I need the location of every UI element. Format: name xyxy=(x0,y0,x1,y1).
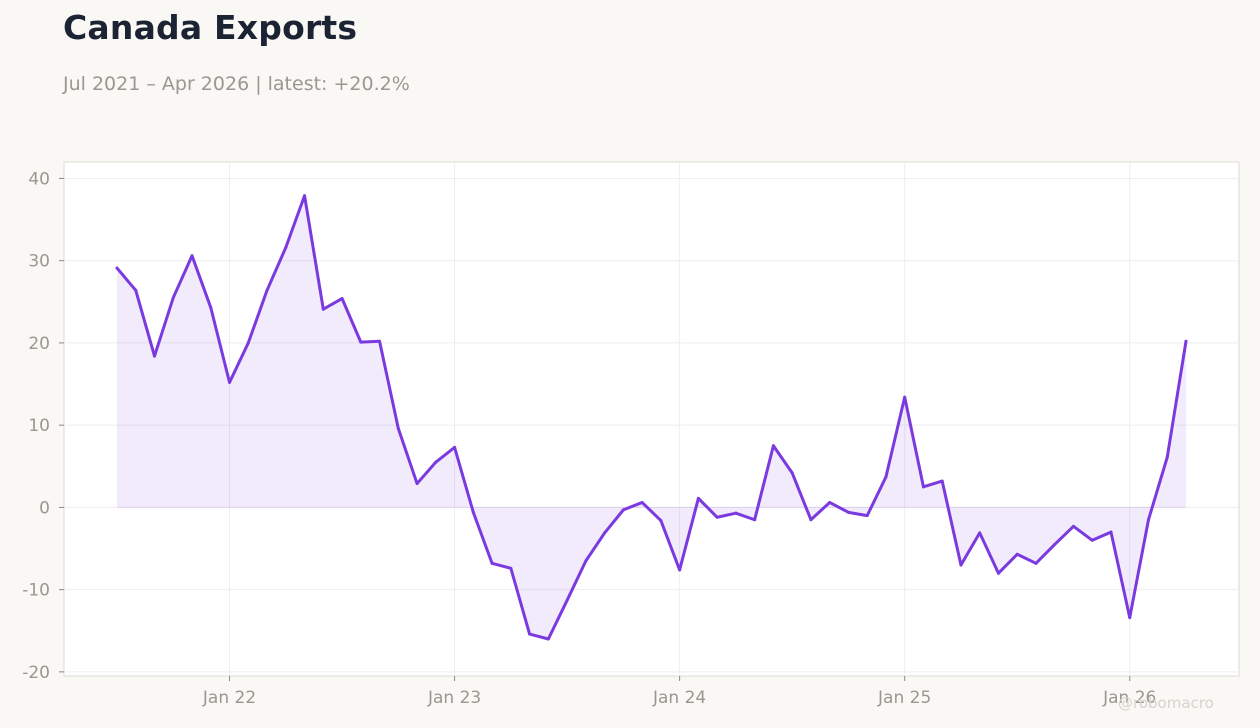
data-point xyxy=(453,445,457,449)
data-point xyxy=(828,500,832,504)
data-point xyxy=(753,518,757,522)
data-point xyxy=(715,515,719,519)
data-point xyxy=(584,559,588,563)
data-point xyxy=(1109,530,1113,534)
y-axis-ticks: -20 -10 0 10 20 30 40 xyxy=(22,169,64,683)
data-point xyxy=(1165,455,1169,459)
data-point xyxy=(1090,538,1094,542)
data-point xyxy=(865,514,869,518)
data-point xyxy=(884,475,888,479)
data-point xyxy=(696,496,700,500)
data-point xyxy=(978,531,982,535)
y-tick-label: 0 xyxy=(39,498,50,518)
data-point xyxy=(1053,542,1057,546)
data-point xyxy=(153,354,157,358)
data-point xyxy=(340,297,344,301)
x-tick-label: Jan 23 xyxy=(427,688,481,708)
area-layer xyxy=(115,194,1188,641)
y-tick-label: 20 xyxy=(28,334,50,354)
data-point xyxy=(396,426,400,430)
x-axis-ticks: Jan 22 Jan 23 Jan 24 Jan 25 Jan 26 xyxy=(202,676,1156,708)
x-tick-label: Jan 22 xyxy=(202,688,256,708)
x-tick-label: Jan 25 xyxy=(877,688,931,708)
data-point xyxy=(940,479,944,483)
grid xyxy=(64,162,1239,676)
x-tick-label: Jan 24 xyxy=(652,688,706,708)
data-point xyxy=(809,518,813,522)
data-point xyxy=(378,339,382,343)
data-point xyxy=(265,288,269,292)
data-point xyxy=(603,531,607,535)
data-point xyxy=(415,482,419,486)
data-point xyxy=(171,296,175,300)
data-point xyxy=(134,288,138,292)
data-point xyxy=(434,460,438,464)
data-point xyxy=(1184,339,1188,343)
data-point xyxy=(771,444,775,448)
data-point xyxy=(921,485,925,489)
data-point xyxy=(509,566,513,570)
chart-subtitle: Jul 2021 – Apr 2026 | latest: +20.2% xyxy=(63,73,410,95)
data-point xyxy=(246,341,250,345)
watermark: @robomacro xyxy=(1118,694,1214,712)
area-fill xyxy=(117,195,1186,639)
data-point xyxy=(209,306,213,310)
x-tick-label: Jan 26 xyxy=(1102,688,1156,708)
chart-title: Canada Exports xyxy=(63,8,358,47)
data-point xyxy=(321,307,325,311)
data-point xyxy=(359,340,363,344)
data-point xyxy=(959,563,963,567)
y-tick-label: -20 xyxy=(22,663,50,683)
data-point xyxy=(228,380,232,384)
data-point xyxy=(546,637,550,641)
data-point xyxy=(621,508,625,512)
series-line xyxy=(115,194,1188,641)
data-point xyxy=(1034,561,1038,565)
data-point xyxy=(903,395,907,399)
data-point xyxy=(1071,524,1075,528)
y-tick-label: 40 xyxy=(28,169,50,189)
data-point xyxy=(1128,616,1132,620)
y-tick-label: -10 xyxy=(22,581,50,601)
data-point xyxy=(790,471,794,475)
data-point xyxy=(528,632,532,636)
data-point xyxy=(640,500,644,504)
data-point xyxy=(734,511,738,515)
data-point xyxy=(471,510,475,514)
data-point xyxy=(565,598,569,602)
data-point xyxy=(659,519,663,523)
data-point xyxy=(115,266,119,270)
data-point xyxy=(190,254,194,258)
data-point xyxy=(1015,552,1019,556)
data-point xyxy=(303,194,307,198)
data-point xyxy=(678,568,682,572)
data-point xyxy=(996,571,1000,575)
data-point xyxy=(1146,518,1150,522)
data-point xyxy=(284,246,288,250)
plot-area xyxy=(63,161,1240,677)
data-point xyxy=(846,510,850,514)
data-point xyxy=(490,561,494,565)
y-tick-label: 10 xyxy=(28,416,50,436)
y-tick-label: 30 xyxy=(28,252,50,272)
